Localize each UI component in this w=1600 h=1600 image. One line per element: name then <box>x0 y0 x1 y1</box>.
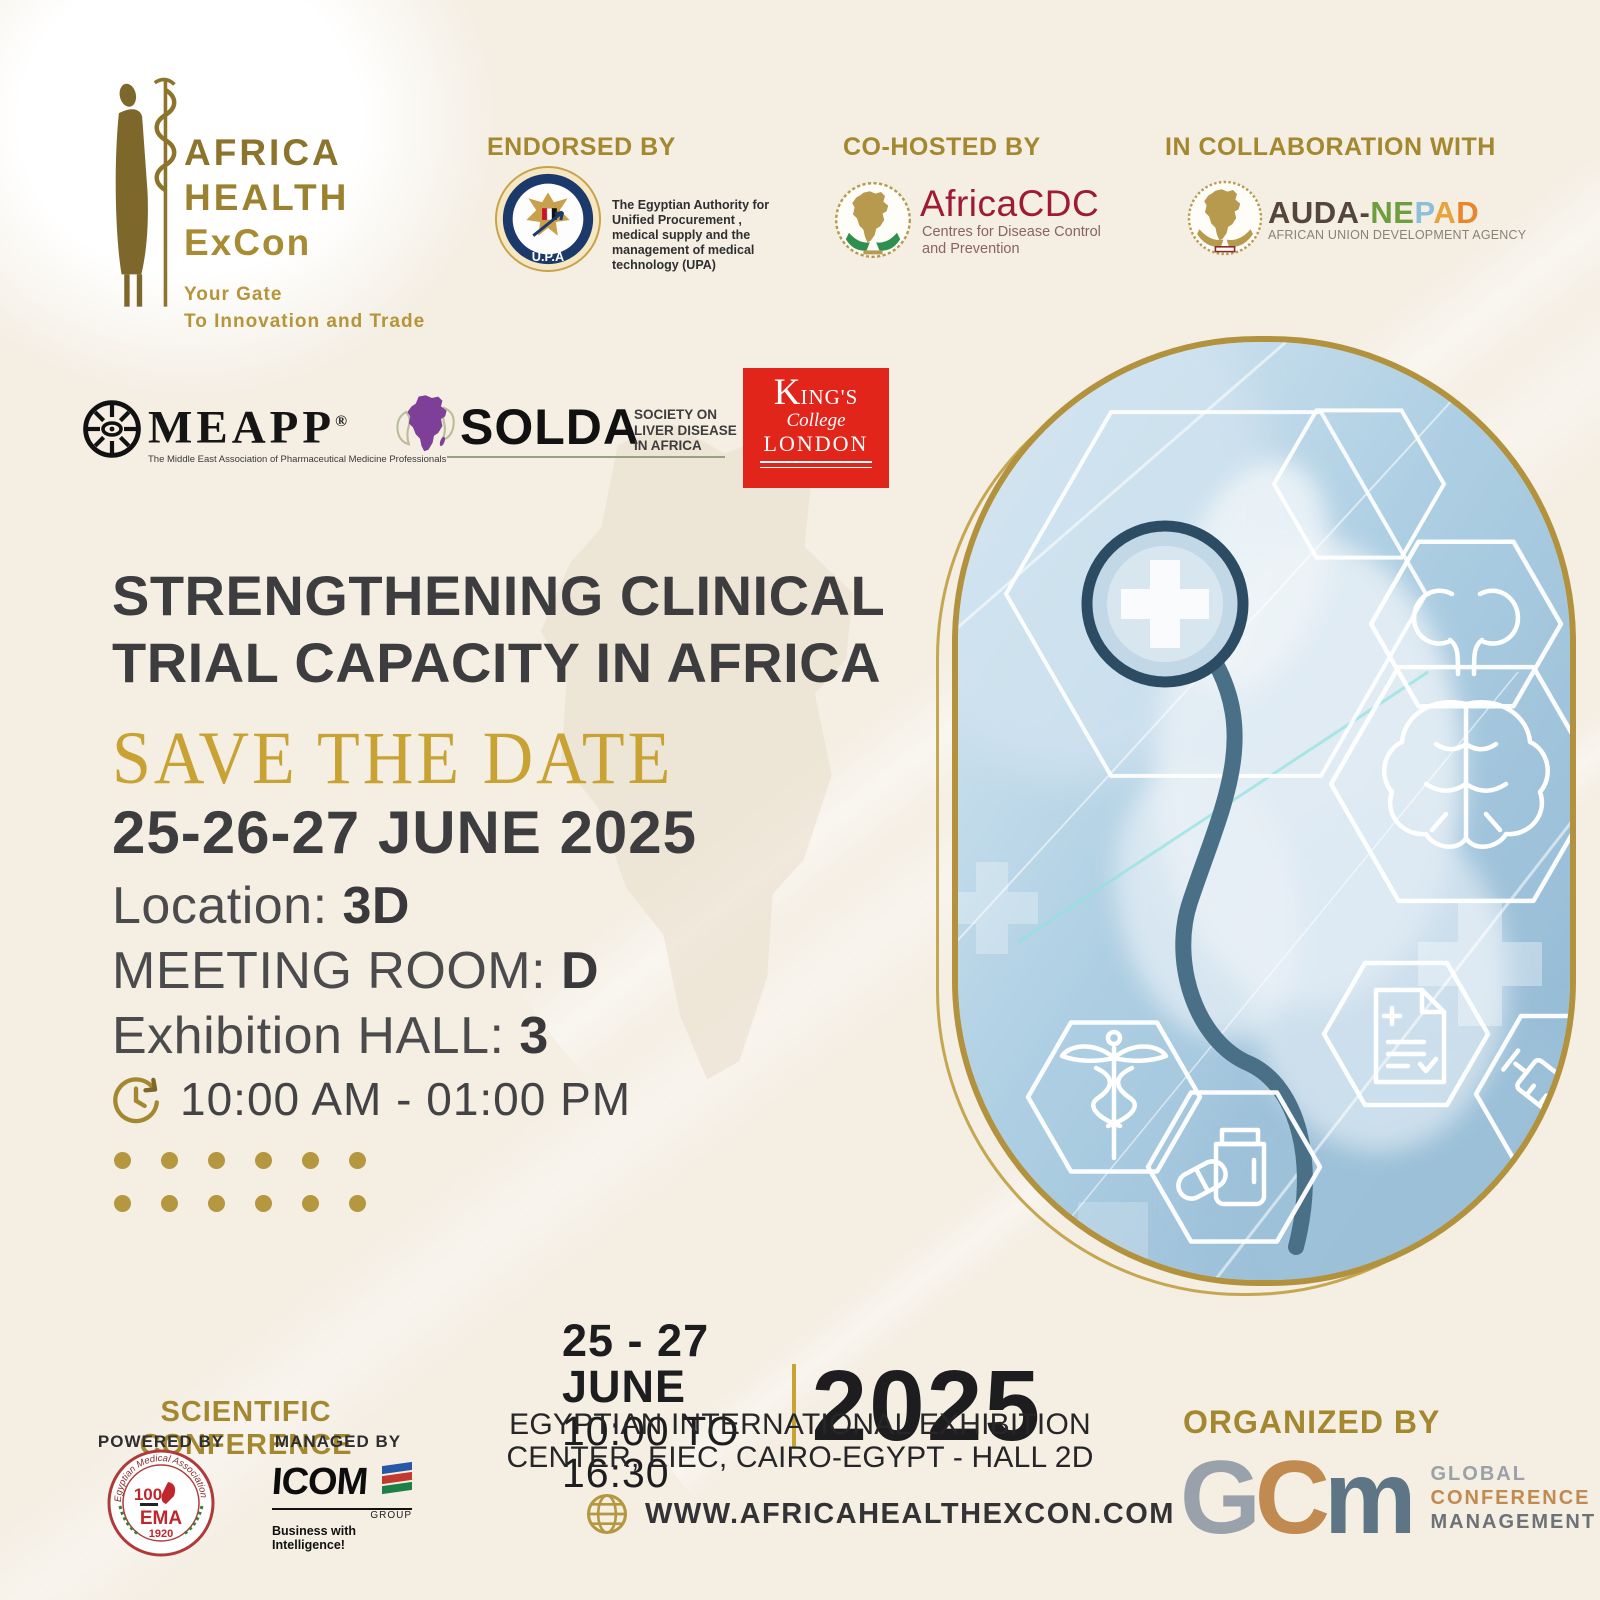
event-summary-block: 25 - 27 JUNE 10:00 TO 16:30 2025 <box>562 1315 1042 1496</box>
solda-africa-logo <box>396 395 455 452</box>
brand-line: HEALTH <box>184 177 350 218</box>
website-url: WWW.AFRICAHEALTHEXCON.COM <box>645 1497 1175 1530</box>
cross-icon <box>1121 560 1209 648</box>
ema-logo: Egyptian Medical Association 100 EMA 192… <box>107 1449 215 1557</box>
globe-icon <box>586 1493 628 1535</box>
kcl-rule-lines <box>760 461 872 468</box>
brain-icon <box>1328 664 1570 904</box>
kings-college-london-logo: KING'S College LONDON <box>743 368 889 488</box>
auda-nepad-emblem <box>1187 180 1263 256</box>
managed-by-label: MANAGED BY <box>274 1432 402 1451</box>
gcm-wordmark-lines: GLOBAL CONFERENCE MANAGEMENT <box>1430 1463 1597 1533</box>
powered-by-label: POWERED BY <box>97 1432 225 1451</box>
svg-text:100: 100 <box>134 1485 162 1504</box>
medical-scene <box>958 342 1570 1280</box>
website-row: WWW.AFRICAHEALTHEXCON.COM <box>585 1492 1175 1536</box>
gold-divider <box>791 1364 796 1448</box>
africa-health-excon-figure-logo <box>115 77 177 307</box>
gcm-logo: GCm GLOBAL CONFERENCE MANAGEMENT <box>1180 1440 1597 1556</box>
co-hosted-by-label: CO-HOSTED BY <box>843 133 1041 161</box>
meapp-emblem <box>83 400 141 458</box>
in-collaboration-with-label: IN COLLABORATION WITH <box>1165 133 1496 161</box>
auda-nepad-description: AFRICAN UNION DEVELOPMENT AGENCY <box>1268 228 1527 242</box>
africa-cdc-emblem <box>835 182 911 258</box>
meapp-wordmark: MEAPP® The Middle East Association of Ph… <box>148 401 447 465</box>
location-line: Location: 3D <box>112 877 410 935</box>
pills-icon <box>1145 1090 1323 1244</box>
cross-icon <box>1418 902 1542 1026</box>
venue-address: EGYPTIAN INTERNATIONAL EXHIBITION CENTER… <box>506 1408 1094 1474</box>
footer-event-hours: 10:00 TO 16:30 <box>562 1408 740 1496</box>
upa-description: The Egyptian Authority for Unified Procu… <box>612 198 770 272</box>
solda-wordmark: SOLDA <box>460 399 640 455</box>
brand-line: ExCon <box>184 222 312 263</box>
africa-health-excon-wordmark: AFRICA HEALTH ExCon Your Gate To Innovat… <box>184 130 425 335</box>
event-dates: 25-26-27 JUNE 2025 <box>112 799 698 866</box>
report-icon <box>1321 960 1491 1108</box>
icom-slogan: Business with Intelligence! <box>272 1524 357 1552</box>
brand-tagline: Your Gate To Innovation and Trade <box>184 284 426 332</box>
event-title: STRENGTHENING CLINICAL TRIAL CAPACITY IN… <box>112 564 886 694</box>
meeting-room-line: MEETING ROOM: D <box>112 942 600 1000</box>
registered-mark: ® <box>335 413 348 430</box>
footer-event-dates: 25 - 27 JUNE <box>562 1315 710 1412</box>
medical-photo-oval <box>952 336 1576 1286</box>
cross-icon <box>958 862 1038 954</box>
svg-text:1920: 1920 <box>149 1528 173 1540</box>
dots-decoration <box>114 1152 366 1212</box>
africa-cdc-description: Centres for Disease Control and Preventi… <box>922 224 1101 257</box>
clock-icon <box>113 1077 159 1124</box>
icom-flag-icon <box>382 1461 412 1496</box>
meapp-description: The Middle East Association of Pharmaceu… <box>148 453 447 465</box>
africa-cdc-name: AfricaCDC <box>920 183 1100 224</box>
organized-by-label: ORGANIZED BY <box>1183 1404 1441 1440</box>
caduceus-icon <box>1025 1020 1203 1174</box>
save-the-date: SAVE THE DATE <box>112 717 674 801</box>
gcm-letters: GCm <box>1180 1440 1417 1556</box>
stethoscope <box>1081 520 1313 1255</box>
footer-event-year: 2025 <box>811 1349 1042 1462</box>
svg-text:EMA: EMA <box>140 1508 183 1529</box>
endorsed-by-label: ENDORSED BY <box>487 133 676 161</box>
solda-description: SOCIETY ON LIVER DISEASE IN AFRICA <box>634 407 737 453</box>
auda-nepad-name: AUDA-NEPAD <box>1268 195 1480 230</box>
africa-map-watermark <box>540 424 853 1080</box>
solda-underline <box>447 456 725 458</box>
exhibition-hall-line: Exhibition HALL: 3 <box>112 1007 549 1065</box>
time-row: 10:00 AM - 01:00 PM <box>110 1072 631 1126</box>
time-range: 10:00 AM - 01:00 PM <box>180 1073 632 1125</box>
upa-logo: U.P.A <box>494 165 602 273</box>
icom-logo: ICOM GROUP Business with Intelligence! <box>270 1461 412 1552</box>
svg-text:U.P.A: U.P.A <box>532 249 564 264</box>
brand-line: AFRICA <box>184 132 342 173</box>
icom-group-label: GROUP <box>272 1508 412 1521</box>
